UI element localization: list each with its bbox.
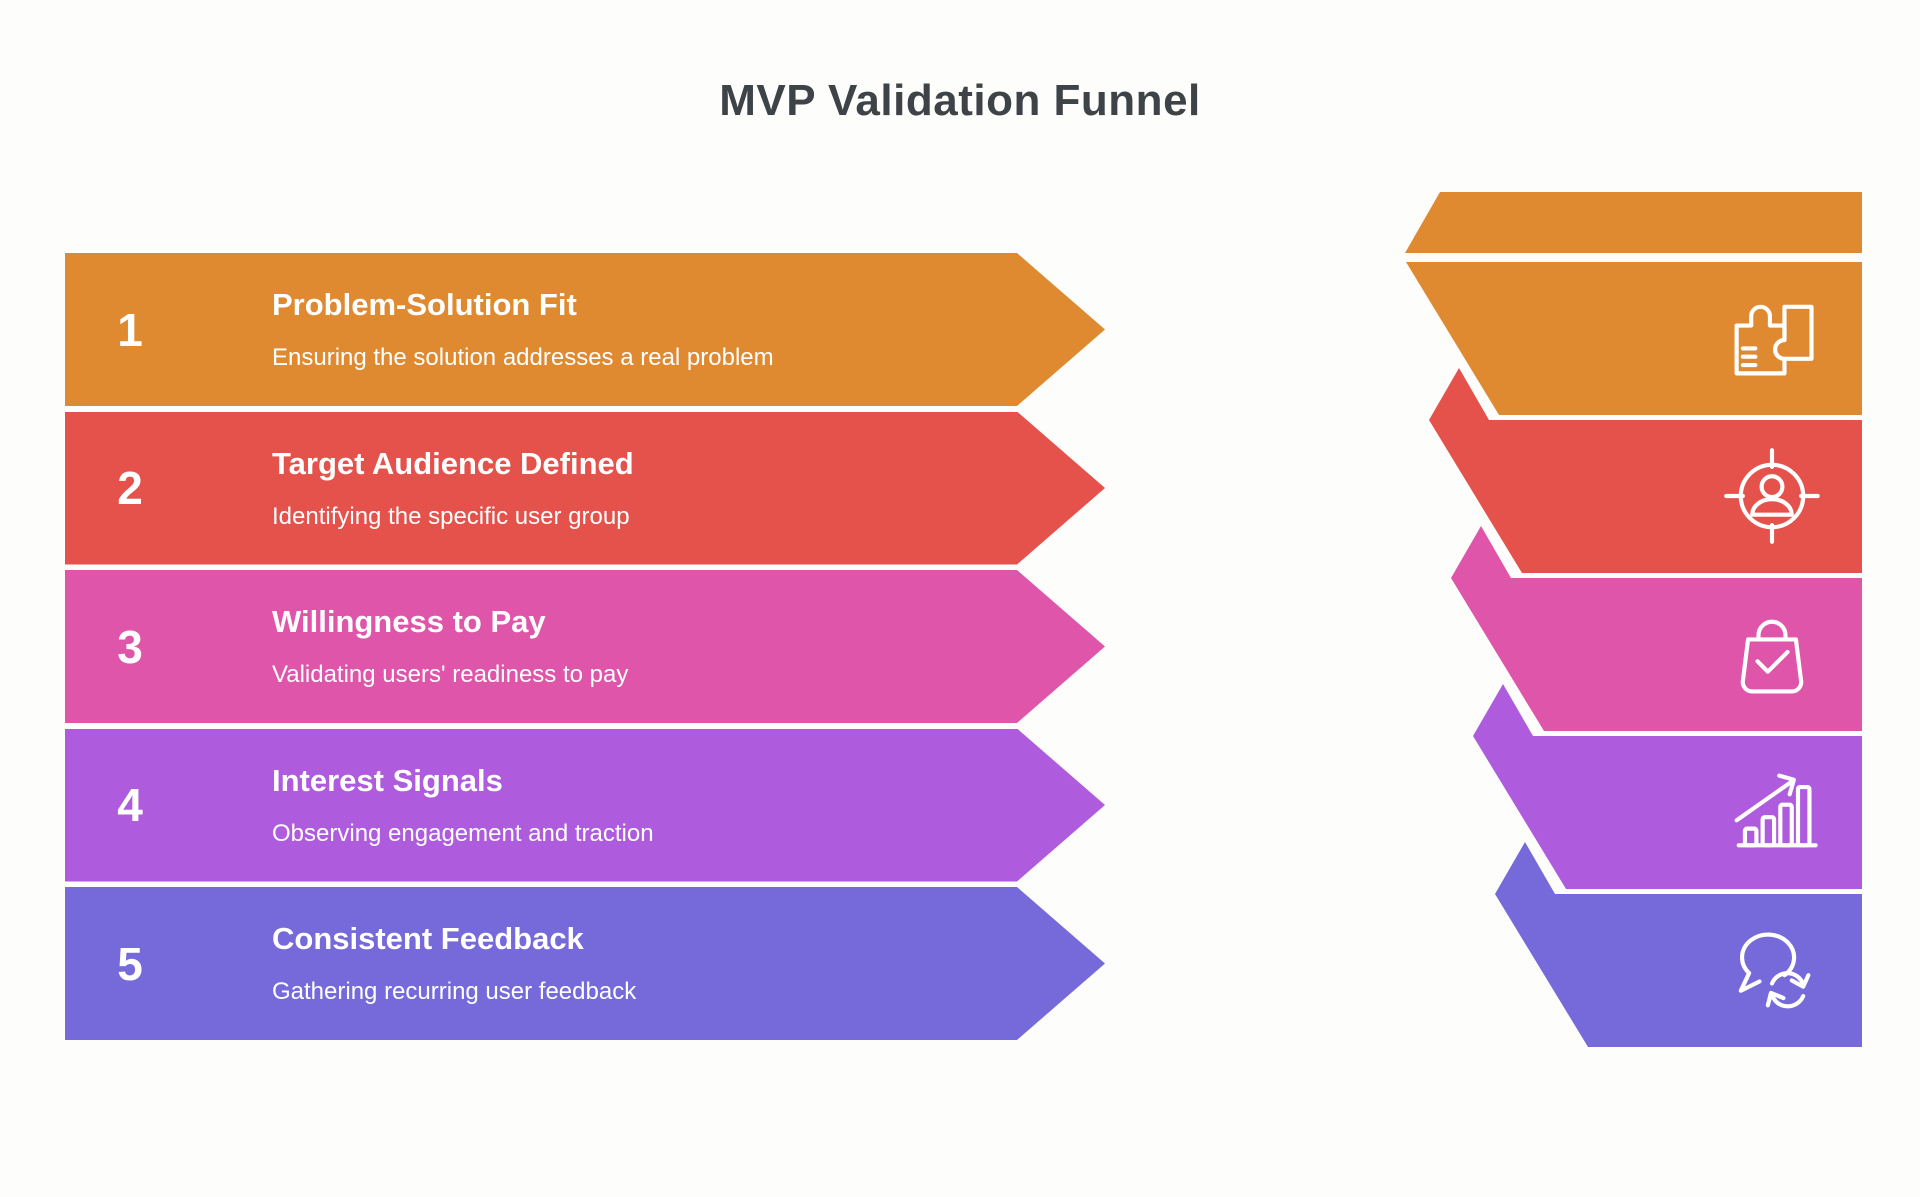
step-title: Target Audience Defined [272, 445, 634, 481]
funnel-band-4 [1473, 684, 1862, 889]
step-description: Validating users' readiness to pay [272, 661, 629, 688]
step-number: 5 [117, 937, 143, 990]
growth-chart-icon [1720, 760, 1824, 864]
step-title: Consistent Feedback [272, 921, 584, 956]
step-number: 2 [117, 462, 143, 514]
step-row-4: 4 Interest Signals Observing engagement … [65, 729, 1105, 882]
step-row-5: 5 Consistent Feedback Gathering recurrin… [65, 887, 1105, 1040]
bag-check-icon [1720, 602, 1824, 706]
step-row-3: 3 Willingness to Pay Validating users' r… [65, 570, 1105, 723]
page-title: MVP Validation Funnel [719, 76, 1201, 125]
step-row-2: 2 Target Audience Defined Identifying th… [65, 412, 1105, 565]
step-title: Problem-Solution Fit [272, 287, 577, 322]
step-number: 1 [117, 303, 143, 356]
step-number: 4 [117, 779, 143, 831]
chat-sync-icon [1720, 918, 1824, 1022]
step-number: 3 [117, 620, 143, 673]
step-description: Ensuring the solution addresses a real p… [272, 344, 774, 371]
funnel-cap [1405, 192, 1862, 253]
puzzle-icon [1720, 286, 1824, 390]
step-description: Observing engagement and traction [272, 819, 654, 847]
step-description: Identifying the specific user group [272, 502, 630, 530]
step-row-1: 1 Problem-Solution Fit Ensuring the solu… [65, 253, 1105, 406]
step-title: Interest Signals [272, 762, 503, 798]
step-description: Gathering recurring user feedback [272, 978, 637, 1005]
funnel-band-1 [1406, 262, 1862, 415]
step-title: Willingness to Pay [272, 604, 546, 639]
funnel-band-3 [1451, 526, 1862, 731]
target-user-icon [1720, 444, 1824, 548]
